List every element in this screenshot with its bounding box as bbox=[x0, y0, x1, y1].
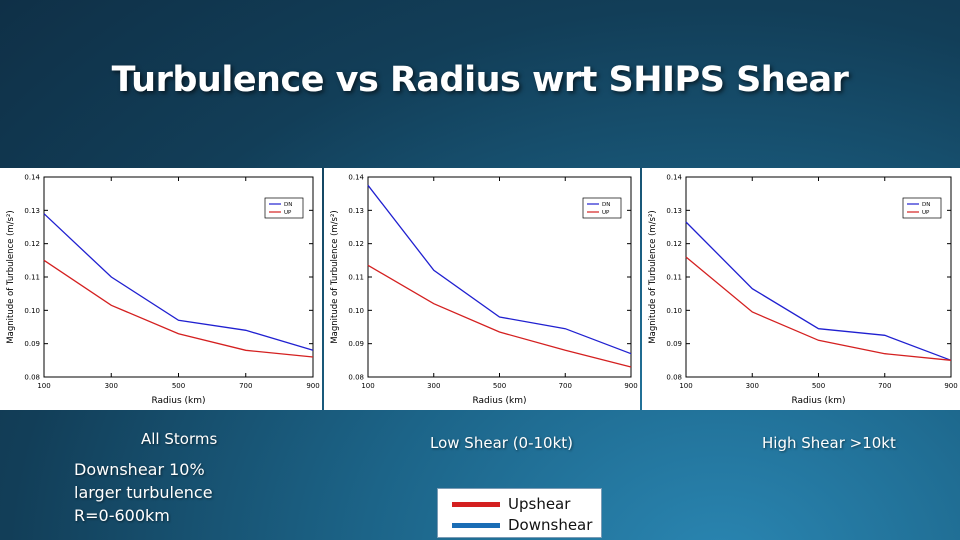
chart-all-storms: 0.08 0.09 0.10 0.11 0.12 0.13 0.14 100 300 500 700… bbox=[6, 174, 320, 407]
plot-legend-box bbox=[582, 197, 622, 219]
y-tick-label: 0.11 bbox=[24, 274, 40, 282]
plot-legend-label: UP bbox=[922, 210, 930, 216]
legend-swatch-downshear bbox=[452, 522, 500, 528]
summary-note: Downshear 10% larger turbulence R=0-600k… bbox=[74, 458, 254, 527]
slide-title: Turbulence vs Radius wrt SHIPS Shear bbox=[111, 60, 849, 100]
note-line-1: Downshear 10% bbox=[74, 460, 205, 479]
x-tick-label: 500 bbox=[493, 382, 506, 390]
y-tick-label: 0.08 bbox=[24, 374, 40, 382]
x-tick-label: 900 bbox=[624, 382, 637, 390]
series-line-up bbox=[367, 264, 632, 368]
y-axis-label: Magnitude of Turbulence (m/s²) bbox=[330, 210, 340, 343]
chart-panel-low-shear: 0.08 0.09 0.10 0.11 0.12 0.13 0.14 100 300 500 700… bbox=[324, 168, 640, 410]
y-tick-label: 0.11 bbox=[348, 274, 364, 282]
y-tick-label: 0.14 bbox=[348, 174, 364, 182]
x-tick-label: 300 bbox=[427, 382, 440, 390]
legend-swatch-upshear bbox=[452, 501, 500, 507]
plot-legend-label: UP bbox=[284, 210, 292, 216]
y-tick-label: 0.09 bbox=[348, 340, 364, 348]
y-tick-label: 0.08 bbox=[666, 374, 682, 382]
y-tick-label: 0.08 bbox=[348, 374, 364, 382]
y-tick-label: 0.10 bbox=[348, 307, 364, 315]
note-line-2: larger turbulence bbox=[74, 483, 213, 502]
x-tick-label: 100 bbox=[361, 382, 374, 390]
chart-high-shear: 0.08 0.09 0.10 0.11 0.12 0.13 0.14 100 300 500 700… bbox=[648, 174, 958, 407]
series-line-up bbox=[43, 259, 314, 358]
y-tick-label: 0.12 bbox=[348, 240, 364, 248]
series-line-up bbox=[685, 256, 952, 361]
series-line-dn bbox=[685, 221, 952, 361]
y-tick-label: 0.14 bbox=[666, 174, 682, 182]
x-tick-label: 100 bbox=[37, 382, 50, 390]
y-tick-label: 0.10 bbox=[24, 307, 40, 315]
x-tick-label: 700 bbox=[878, 382, 891, 390]
x-tick-label: 100 bbox=[679, 382, 692, 390]
caption-high-shear: High Shear >10kt bbox=[762, 434, 896, 452]
slide-legend: Upshear Downshear bbox=[437, 488, 602, 538]
note-line-3: R=0-600km bbox=[74, 506, 170, 525]
caption-all-storms: All Storms bbox=[141, 430, 218, 448]
plot-legend-label: DN bbox=[602, 202, 610, 208]
x-axis-label: Radius (km) bbox=[472, 396, 526, 406]
y-tick-label: 0.09 bbox=[666, 340, 682, 348]
x-tick-label: 900 bbox=[944, 382, 957, 390]
y-axis-label: Magnitude of Turbulence (m/s²) bbox=[6, 210, 16, 343]
x-tick-label: 700 bbox=[239, 382, 252, 390]
x-tick-label: 300 bbox=[746, 382, 759, 390]
series-line-dn bbox=[367, 184, 632, 355]
caption-low-shear: Low Shear (0-10kt) bbox=[430, 434, 574, 452]
chart-panel-all-storms: 0.08 0.09 0.10 0.11 0.12 0.13 0.14 100 300 500 700… bbox=[0, 168, 322, 410]
legend-item-upshear: Upshear bbox=[452, 494, 570, 514]
y-tick-label: 0.13 bbox=[348, 207, 364, 215]
plot-legend-box bbox=[264, 197, 304, 219]
plot-legend-label: DN bbox=[284, 202, 292, 208]
legend-label-downshear: Downshear bbox=[508, 516, 593, 534]
x-tick-label: 300 bbox=[105, 382, 118, 390]
y-tick-label: 0.13 bbox=[24, 207, 40, 215]
plot-legend-label: UP bbox=[602, 210, 610, 216]
x-axis-label: Radius (km) bbox=[791, 396, 845, 406]
chart-panel-high-shear: 0.08 0.09 0.10 0.11 0.12 0.13 0.14 100 300 500 700… bbox=[642, 168, 960, 410]
y-axis-label: Magnitude of Turbulence (m/s²) bbox=[648, 210, 658, 343]
x-tick-label: 700 bbox=[559, 382, 572, 390]
y-tick-label: 0.12 bbox=[666, 240, 682, 248]
chart-low-shear: 0.08 0.09 0.10 0.11 0.12 0.13 0.14 100 300 500 700… bbox=[330, 174, 638, 407]
y-tick-label: 0.13 bbox=[666, 207, 682, 215]
y-tick-label: 0.14 bbox=[24, 174, 40, 182]
y-tick-label: 0.12 bbox=[24, 240, 40, 248]
x-tick-label: 900 bbox=[306, 382, 319, 390]
plot-legend-box bbox=[902, 197, 942, 219]
y-tick-label: 0.11 bbox=[666, 274, 682, 282]
legend-item-downshear: Downshear bbox=[452, 515, 592, 535]
x-axis-label: Radius (km) bbox=[151, 396, 205, 406]
series-line-dn bbox=[43, 213, 314, 351]
x-tick-label: 500 bbox=[172, 382, 185, 390]
y-tick-label: 0.10 bbox=[666, 307, 682, 315]
plot-legend-label: DN bbox=[922, 202, 930, 208]
x-tick-label: 500 bbox=[812, 382, 825, 390]
legend-label-upshear: Upshear bbox=[508, 495, 571, 513]
y-tick-label: 0.09 bbox=[24, 340, 40, 348]
